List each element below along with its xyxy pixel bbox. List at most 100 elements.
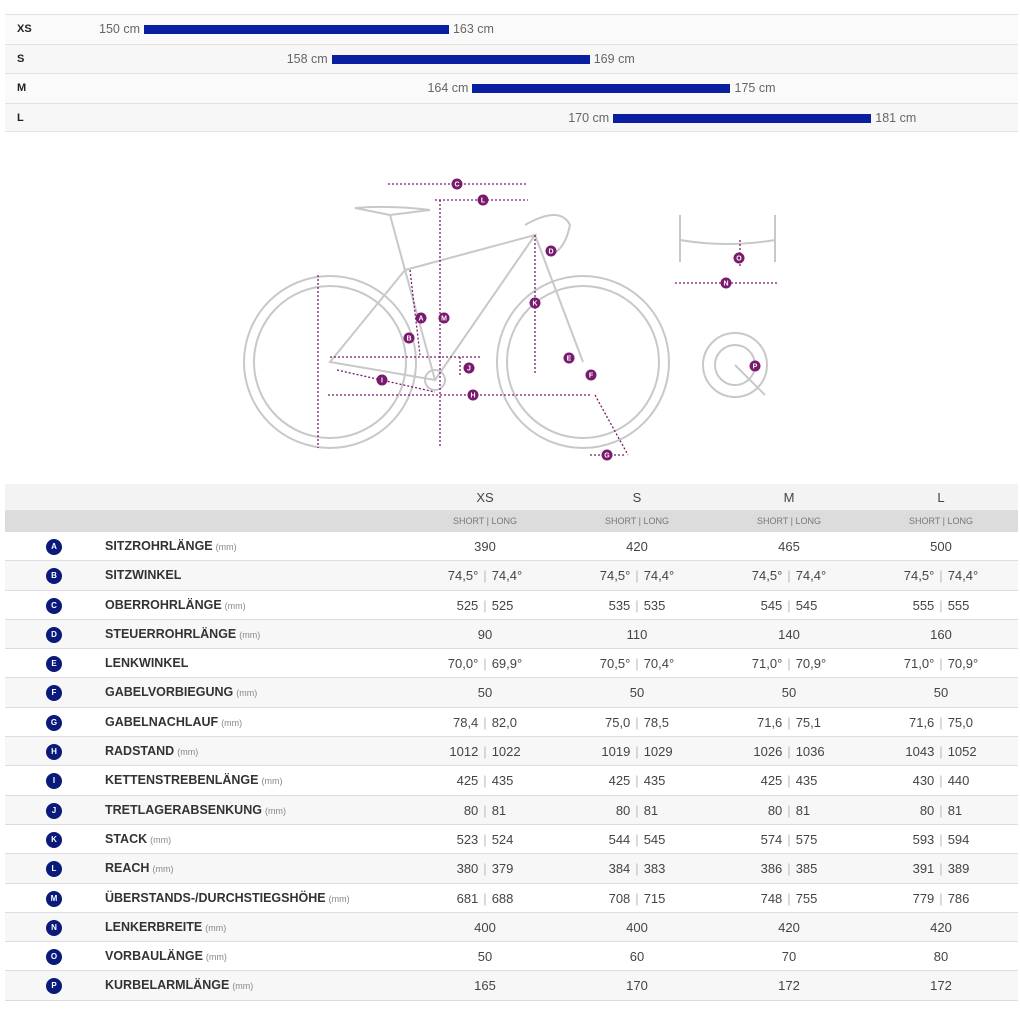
unit-label: (mm) [177,747,199,758]
diagram-marker-g [601,449,613,461]
cell-value: 50 [477,685,493,701]
diagram-marker-label: I [381,378,383,385]
diagram-marker-label: H [470,393,475,400]
size-label: M [17,82,27,94]
diagram-marker-a [415,312,427,324]
measurement-name: OBERROHRLÄNGE (mm) [105,597,246,612]
cell-value: 380 | 379 [456,861,514,877]
size-label: S [17,52,25,65]
table-header: XS S M L [5,484,1018,511]
table-row: M ÜBERSTANDS-/DURCHSTIEGSHÖHE (mm) 681 | 688 7… [5,883,1018,913]
diagram-marker-label: N [723,281,728,288]
unit-label: (mm) [205,922,227,933]
table-row: E LENKWINKEL 70,0° | 69,9° 70,5° | 70,4° 71,0° | 7… [5,649,1018,679]
cell-value: 80 | 81 [767,802,811,818]
cell-value: 50 [933,685,949,701]
diagram-marker-h [467,389,479,401]
cell-value: 425 | 435 [608,773,666,789]
diagram-marker-l [477,194,489,206]
cell-value: 391 | 389 [912,861,970,877]
letter-badge: N [46,919,62,936]
size-row: M 164 cm 175 cm [5,73,1018,103]
cell-value: 70,5° | 70,4° [599,656,675,672]
measurement-name: ÜBERSTANDS-/DURCHSTIEGSHÖHE (mm) [105,890,350,905]
cell-value: 80 | 81 [463,802,507,818]
cell-value: 430 | 440 [912,773,970,789]
cell-value: 75,0 | 78,5 [604,714,669,730]
letter-badge: D [46,626,62,643]
table-row: C OBERROHRLÄNGE (mm) 525 | 525 535 | 535 545 | 545 5… [5,590,1018,620]
cell-value: 170 [626,978,648,994]
diagram-marker-b [403,332,415,344]
letter-badge: M [46,890,62,907]
table-row: B SITZWINKEL 74,5° | 74,4° 74,5° | 74,4° 74,5° | 7… [5,561,1018,591]
letter-badge: J [46,802,62,819]
cell-value: 425 | 435 [760,773,818,789]
cell-value: 74,5° | 74,4° [599,568,675,584]
cell-value: 70,0° | 69,9° [447,656,523,672]
cell-value: 70 [781,949,797,965]
max-height: 175 cm [734,81,776,95]
measurement-name: STACK (mm) [105,831,172,846]
measurement-name: SITZROHRLÄNGE (mm) [105,539,237,553]
bike-geometry-diagram: A B C D E F G H I J K L M N O P [243,178,778,461]
measurement-name: KURBELARMLÄNGE (mm) [105,978,254,993]
measurement-name: SITZWINKEL [105,568,182,583]
unit-label: (mm) [261,776,283,787]
diagram-marker-n [720,277,732,289]
size-column-header: XS [476,490,494,505]
cell-value: 74,5° | 74,4° [447,568,523,584]
cell-value: 172 [930,978,952,994]
cell-value: 400 [626,919,648,935]
diagram-marker-p [749,360,761,372]
size-row: L 170 cm 181 cm [5,102,1018,132]
diagram-marker-k [529,297,541,309]
unit-label: (mm) [152,864,174,875]
max-height: 163 cm [452,22,494,36]
size-row: S 158 cm 169 cm [5,43,1018,73]
cell-value: 708 | 715 [608,890,666,906]
cell-value: 465 [778,539,800,554]
cell-value: 71,0° | 70,9° [751,656,827,672]
letter-badge: F [46,685,62,702]
cell-value: 110 [626,626,648,642]
diagram-marker-label: J [467,366,471,373]
measurement-name: STEUERROHRLÄNGE (mm) [105,626,261,641]
size-column-header: M [783,490,795,505]
cell-value: 574 | 575 [760,831,818,847]
measurement-name: GABELNACHLAUF (mm) [105,714,243,729]
measurement-name: VORBAULÄNGE (mm) [105,949,227,964]
letter-badge: P [46,978,62,995]
cell-value: 390 [474,539,496,554]
unit-label: (mm) [264,805,286,816]
letter-badge: E [46,656,62,673]
letter-badge: I [46,773,62,790]
letter-badge: A [46,539,62,555]
table-row: H RADSTAND (mm) 1012 | 1022 1019 | 1029 1026 | 1036… [5,737,1018,767]
unit-label: (mm) [232,981,254,992]
size-column-header: S [632,490,642,505]
diagram-marker-f [585,369,597,381]
size-row: XS 150 cm 163 cm [5,14,1018,44]
cell-value: 80 | 81 [919,802,963,818]
unit-label: (mm) [221,717,243,728]
letter-badge: O [46,949,62,966]
cell-value: 386 | 385 [760,861,818,877]
cell-value: 523 | 524 [456,831,514,847]
cell-value: 50 [629,685,645,701]
min-height: 150 cm [99,22,140,36]
cell-value: 555 | 555 [912,597,970,613]
cell-value: 165 [474,978,496,994]
cell-value: 71,0° | 70,9° [903,656,979,672]
diagram-marker-e [563,352,575,364]
measurement-name: KETTENSTREBENLÄNGE (mm) [105,773,283,788]
bike-drawing [243,205,776,449]
cell-value: 384 | 383 [608,861,666,877]
cell-value: 400 [474,919,496,935]
unit-label: (mm) [236,688,258,699]
cell-value: 71,6 | 75,1 [756,714,821,730]
unit-label: (mm) [239,629,261,640]
letter-badge: L [46,861,62,878]
cell-value: 60 [629,949,645,965]
cell-value: 420 [626,539,648,554]
